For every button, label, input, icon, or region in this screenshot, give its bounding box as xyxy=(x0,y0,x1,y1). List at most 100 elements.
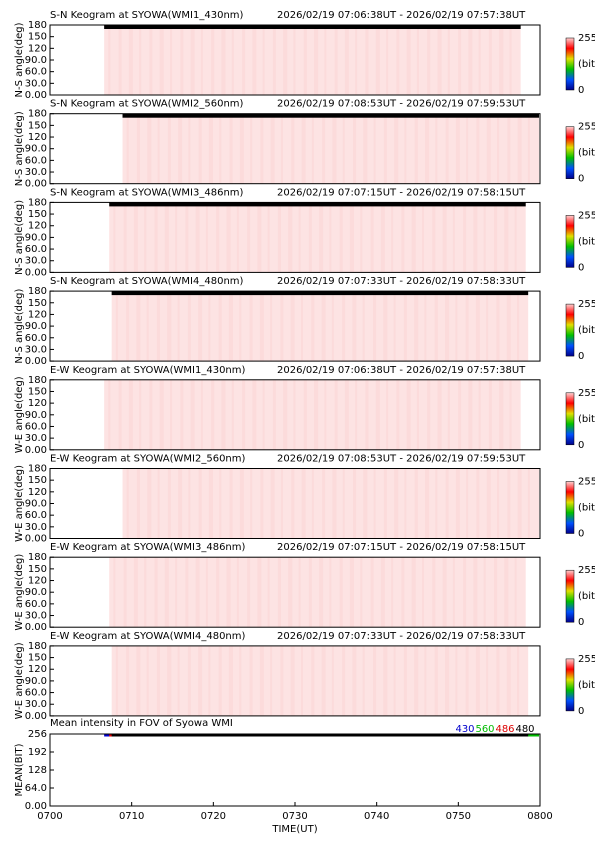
stripe xyxy=(188,468,191,539)
stripe xyxy=(514,557,517,628)
colorbar-tick-label: 255 xyxy=(578,565,595,576)
stripe xyxy=(499,25,504,95)
x-tick-label: 0740 xyxy=(364,811,389,822)
stripe xyxy=(437,25,442,95)
y-tick-label: 30.0 xyxy=(25,522,47,533)
y-tick-label: 120 xyxy=(28,487,47,498)
stripe xyxy=(458,25,462,95)
stripe xyxy=(128,379,133,450)
stripe xyxy=(283,25,288,95)
y-tick-label: 0.00 xyxy=(25,445,47,456)
saturation-band xyxy=(109,202,526,207)
stripe xyxy=(353,113,357,184)
y-tick-label: 120 xyxy=(28,664,47,675)
stripe xyxy=(247,202,251,273)
stripe xyxy=(157,468,160,539)
stripe xyxy=(486,291,489,362)
stripe xyxy=(403,645,407,716)
stripe xyxy=(427,25,431,95)
stripe xyxy=(509,25,512,95)
stripe xyxy=(475,645,480,716)
stripe xyxy=(177,291,180,362)
stripe xyxy=(342,468,345,539)
stripe xyxy=(219,113,222,184)
stripe xyxy=(370,557,374,628)
y-tick-label: 90.0 xyxy=(25,499,47,510)
stripe xyxy=(486,645,489,716)
keogram-image xyxy=(122,113,540,184)
stripe xyxy=(465,291,469,362)
y-tick-label: 180 xyxy=(28,197,47,208)
y-tick-label: 30.0 xyxy=(25,167,47,178)
panel-title: S-N Keogram at SYOWA(WMI1_430nm) xyxy=(50,10,244,21)
stripe xyxy=(228,645,233,716)
stripe xyxy=(432,557,436,628)
panel-title: E-W Keogram at SYOWA(WMI2_560nm) xyxy=(50,454,246,465)
stripe xyxy=(301,468,306,539)
stripe xyxy=(468,25,473,95)
stripe xyxy=(185,557,189,628)
stripe xyxy=(229,113,233,184)
colorbar xyxy=(565,569,575,623)
stripe xyxy=(375,25,380,95)
stripe xyxy=(118,379,122,450)
stripe xyxy=(314,379,319,450)
stripe xyxy=(455,645,458,716)
stripe xyxy=(167,113,171,184)
y-tick-label: 0.00 xyxy=(25,90,47,101)
colorbar-tick-label: 0 xyxy=(578,706,584,717)
stripe xyxy=(497,468,500,539)
stripe xyxy=(231,379,234,450)
stripe xyxy=(239,113,244,184)
stripe xyxy=(208,468,213,539)
stripe xyxy=(303,379,307,450)
stripe xyxy=(113,557,116,628)
stripe xyxy=(159,379,164,450)
stripe xyxy=(383,291,388,362)
stripe xyxy=(421,202,424,273)
stripe xyxy=(411,557,416,628)
colorbar-tick-label: 255 xyxy=(578,654,595,665)
stripe xyxy=(283,379,288,450)
stripe xyxy=(311,468,314,539)
stripe xyxy=(308,202,312,273)
plot-frame xyxy=(49,733,541,807)
colorbar-tick-label: 0 xyxy=(578,529,584,540)
legend-entry: 560 xyxy=(475,724,494,735)
stripe xyxy=(488,379,492,450)
y-tick-label: 64.0 xyxy=(25,783,47,794)
stripe xyxy=(300,645,303,716)
stripe xyxy=(394,113,399,184)
stripe xyxy=(205,202,208,273)
stripe xyxy=(272,25,276,95)
stripe xyxy=(146,291,149,362)
stripe xyxy=(352,291,357,362)
y-tick-label: 0.00 xyxy=(25,356,47,367)
stripe xyxy=(416,379,419,450)
stripe xyxy=(198,468,202,539)
y-tick-label: 60.0 xyxy=(25,244,47,255)
keogram-image xyxy=(111,291,529,362)
stripe xyxy=(342,113,345,184)
x-tick-label: 0750 xyxy=(446,811,471,822)
stripe xyxy=(321,645,326,716)
stripe xyxy=(373,113,376,184)
stripe xyxy=(494,202,498,273)
time-range: 2026/02/19 07:06:38UT - 2026/02/19 07:57… xyxy=(277,10,526,21)
stripe xyxy=(177,645,180,716)
stripe xyxy=(218,291,222,362)
panel-title: S-N Keogram at SYOWA(WMI4_480nm) xyxy=(50,276,244,287)
stripe xyxy=(452,202,455,273)
stripe xyxy=(442,557,447,628)
colorbar-label: (bit) xyxy=(578,59,595,70)
stripe xyxy=(339,557,343,628)
y-tick-label: 60.0 xyxy=(25,67,47,78)
stripe xyxy=(198,291,203,362)
stripe xyxy=(239,645,242,716)
y-tick-label: 180 xyxy=(28,464,47,475)
x-tick-label: 0700 xyxy=(37,811,62,822)
stripe xyxy=(380,557,385,628)
stripe xyxy=(259,645,264,716)
keogram-image xyxy=(109,202,526,273)
stripe xyxy=(494,557,498,628)
